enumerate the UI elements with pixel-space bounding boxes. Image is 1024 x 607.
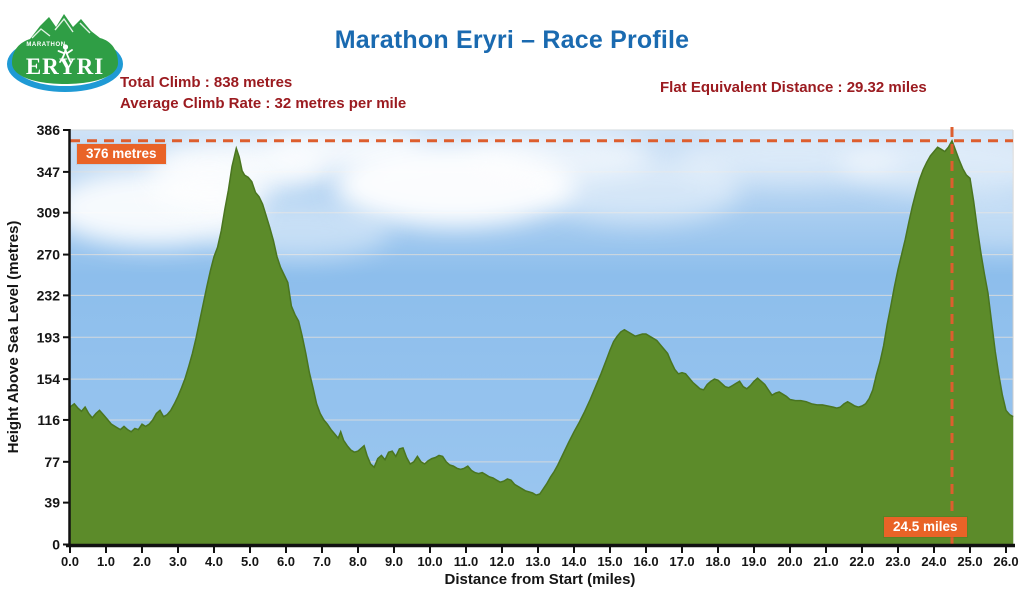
svg-text:8.0: 8.0 <box>349 554 367 569</box>
svg-text:19.0: 19.0 <box>741 554 766 569</box>
svg-text:24.0: 24.0 <box>921 554 946 569</box>
svg-text:2.0: 2.0 <box>133 554 151 569</box>
elevation-area <box>69 139 1014 546</box>
y-axis-labels: 0 39 77 116 154 193 232 270 309 347 386 <box>37 122 61 552</box>
threshold-lines <box>70 127 1013 545</box>
total-climb-text: Total Climb : 838 metres <box>120 74 293 91</box>
svg-text:270: 270 <box>37 247 61 263</box>
svg-text:309: 309 <box>37 205 61 221</box>
svg-text:347: 347 <box>37 164 61 180</box>
svg-text:14.0: 14.0 <box>561 554 586 569</box>
svg-text:3.0: 3.0 <box>169 554 187 569</box>
svg-text:23.0: 23.0 <box>885 554 910 569</box>
svg-text:13.0: 13.0 <box>525 554 550 569</box>
page-title: Marathon Eryri – Race Profile <box>334 26 690 54</box>
climb-stats: Total Climb : 838 metres Average Climb R… <box>120 72 406 114</box>
svg-text:9.0: 9.0 <box>385 554 403 569</box>
svg-text:39: 39 <box>44 495 60 511</box>
svg-text:154: 154 <box>37 371 61 387</box>
x-axis-labels: 0.0 1.0 2.0 3.0 4.0 5.0 6.0 7.0 8.0 9.0 10.0 11.0 12… <box>61 554 1019 569</box>
svg-text:18.0: 18.0 <box>705 554 730 569</box>
svg-text:7.0: 7.0 <box>313 554 331 569</box>
peak-elevation-badge: 376 metres <box>77 144 166 164</box>
logo-brand-text: ERYRI <box>26 54 104 79</box>
svg-text:15.0: 15.0 <box>597 554 622 569</box>
svg-text:386: 386 <box>37 122 61 138</box>
logo-marathon-text: MARATHON <box>26 42 65 48</box>
avg-climb-rate-text: Average Climb Rate : 32 metres per mile <box>120 95 407 112</box>
svg-text:1.0: 1.0 <box>97 554 115 569</box>
x-axis-title: Distance from Start (miles) <box>445 571 636 588</box>
runner-icon <box>57 44 73 63</box>
svg-text:0: 0 <box>52 537 60 553</box>
svg-text:21.0: 21.0 <box>813 554 838 569</box>
svg-text:116: 116 <box>37 412 60 428</box>
svg-text:22.0: 22.0 <box>849 554 874 569</box>
marathon-eryri-logo: MARATHON ERYRI <box>7 14 123 92</box>
peak-mile-badge: 24.5 miles <box>884 517 967 537</box>
svg-text:5.0: 5.0 <box>241 554 259 569</box>
svg-text:16.0: 16.0 <box>633 554 658 569</box>
svg-text:20.0: 20.0 <box>777 554 802 569</box>
flat-equivalent-text: Flat Equivalent Distance : 29.32 miles <box>660 79 927 96</box>
svg-text:11.0: 11.0 <box>454 554 479 569</box>
y-axis-title: Height Above Sea Level (metres) <box>5 221 22 454</box>
svg-text:12.0: 12.0 <box>489 554 514 569</box>
svg-text:193: 193 <box>37 329 61 345</box>
svg-text:0.0: 0.0 <box>61 554 79 569</box>
svg-text:4.0: 4.0 <box>205 554 223 569</box>
axes <box>63 129 1015 553</box>
svg-text:17.0: 17.0 <box>669 554 694 569</box>
svg-text:26.0: 26.0 <box>993 554 1018 569</box>
svg-text:10.0: 10.0 <box>417 554 442 569</box>
svg-text:77: 77 <box>44 454 60 470</box>
svg-text:232: 232 <box>37 287 61 303</box>
logo-ridge-lines <box>31 17 91 39</box>
svg-text:25.0: 25.0 <box>957 554 982 569</box>
svg-text:6.0: 6.0 <box>277 554 295 569</box>
